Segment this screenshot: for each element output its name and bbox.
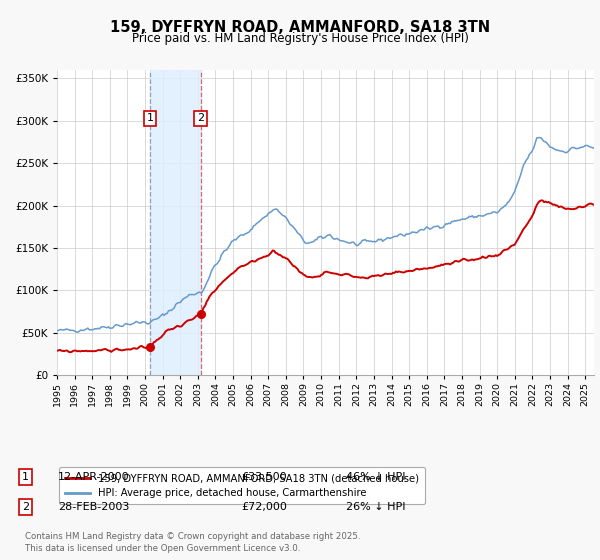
Text: 28-FEB-2003: 28-FEB-2003 (58, 502, 130, 512)
Legend: 159, DYFFRYN ROAD, AMMANFORD, SA18 3TN (detached house), HPI: Average price, det: 159, DYFFRYN ROAD, AMMANFORD, SA18 3TN (… (59, 467, 425, 504)
Text: 26% ↓ HPI: 26% ↓ HPI (346, 502, 406, 512)
Text: 12-APR-2000: 12-APR-2000 (58, 472, 130, 482)
Text: 159, DYFFRYN ROAD, AMMANFORD, SA18 3TN: 159, DYFFRYN ROAD, AMMANFORD, SA18 3TN (110, 20, 490, 35)
Text: Contains HM Land Registry data © Crown copyright and database right 2025.
This d: Contains HM Land Registry data © Crown c… (25, 532, 361, 553)
Text: 46% ↓ HPI: 46% ↓ HPI (346, 472, 406, 482)
Bar (150, 70, 200, 375)
Text: 1: 1 (146, 113, 154, 123)
Text: £33,500: £33,500 (241, 472, 287, 482)
Text: 2: 2 (197, 113, 204, 123)
Text: £72,000: £72,000 (241, 502, 287, 512)
Text: Price paid vs. HM Land Registry's House Price Index (HPI): Price paid vs. HM Land Registry's House … (131, 32, 469, 45)
Text: 2: 2 (22, 502, 29, 512)
Text: 1: 1 (22, 472, 29, 482)
